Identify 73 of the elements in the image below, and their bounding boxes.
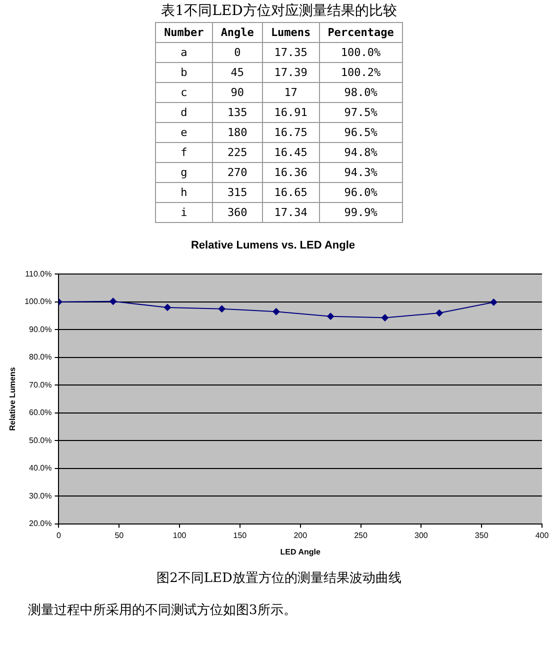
caption: 图2不同LED放置方位的测量结果波动曲线 [156, 570, 402, 587]
data-label: 96.5% [319, 122, 402, 142]
text: 测量过程中所采用的不同测试方位如图3所示。 [28, 602, 298, 619]
y-axis-title: Number [156, 22, 212, 42]
x-tick-label: 300 [414, 530, 428, 540]
y-tick-label: e [156, 122, 212, 142]
point [381, 314, 388, 322]
y-tick-label: b [156, 62, 212, 82]
chart-title: 表1不同LED方位对应测量结果的比较 [160, 2, 398, 20]
x-tick-label: 350 [474, 530, 489, 540]
data-label: 98.0% [319, 82, 402, 102]
data-label: 90 [212, 82, 262, 102]
data-label: 17.35 [262, 42, 320, 62]
data-label: 16.36 [262, 162, 320, 182]
x-tick-label: 100 [172, 530, 187, 540]
point [272, 308, 280, 316]
x-tick-label: Angle [212, 22, 262, 42]
x-tick-label: 400 [535, 530, 550, 540]
y-tick-label: 70.0% [29, 380, 52, 390]
data-label: 96.0% [319, 182, 402, 202]
data-label: 16.75 [262, 122, 320, 142]
point [436, 310, 443, 317]
y-tick-label: a [156, 42, 212, 62]
y-tick-label: d [156, 102, 212, 122]
y-tick-label: 100.0% [24, 297, 52, 306]
point [490, 298, 498, 306]
data-label: 16.65 [262, 182, 320, 202]
data-label: 315 [212, 182, 262, 202]
y-tick-label: h [156, 182, 212, 202]
data-label: 100.2% [319, 62, 402, 82]
x-tick-label: 250 [354, 530, 368, 540]
y-tick-label: f [156, 142, 212, 162]
point [218, 305, 226, 312]
y-tick-label: i [156, 202, 212, 222]
x-axis-title: LED Angle [280, 547, 321, 556]
data-label: 45 [212, 62, 262, 82]
x-tick-label: 0 [56, 530, 62, 540]
data-label: 16.45 [262, 142, 320, 162]
x-tick-label: 50 [114, 530, 124, 540]
point [327, 312, 334, 320]
data-label: 270 [212, 162, 262, 182]
data-label: 360 [212, 202, 262, 222]
data-label: 94.8% [319, 142, 402, 162]
data-label: 94.3% [319, 162, 402, 182]
data-label: 97.5% [319, 102, 402, 122]
point [110, 298, 117, 305]
y-tick-label: 110.0% [25, 269, 52, 278]
y-tick-label: 60.0% [29, 408, 52, 418]
y-tick-label: 90.0% [29, 324, 52, 334]
data-label: 135 [212, 102, 262, 122]
point [164, 304, 171, 311]
x-tick-label: Lumens [262, 22, 320, 42]
y-axis-title: Relative Lumens [8, 366, 18, 431]
x-tick-label: Percentage [319, 22, 402, 42]
x-tick-label: 150 [233, 530, 248, 540]
data-label: 100.0% [319, 42, 402, 62]
data-label: 17.34 [262, 202, 320, 222]
y-tick-label: 50.0% [29, 436, 52, 445]
data-label: 99.9% [319, 202, 402, 222]
y-tick-label: 20.0% [29, 519, 52, 528]
y-tick-label: 80.0% [29, 352, 52, 362]
data-label: 16.91 [262, 102, 320, 122]
data-label: 0 [212, 42, 262, 62]
data-label: 180 [212, 122, 262, 142]
y-tick-label: c [156, 82, 212, 102]
y-tick-label: 30.0% [29, 491, 52, 500]
y-tick-label: g [156, 162, 212, 182]
x-tick-label: 200 [294, 530, 308, 540]
chart-title: Relative Lumens vs. LED Angle [190, 240, 356, 252]
data-label: 17.39 [262, 62, 320, 82]
data-label: 225 [212, 142, 262, 162]
data-label: 17 [262, 82, 320, 102]
y-tick-label: 40.0% [29, 464, 52, 473]
